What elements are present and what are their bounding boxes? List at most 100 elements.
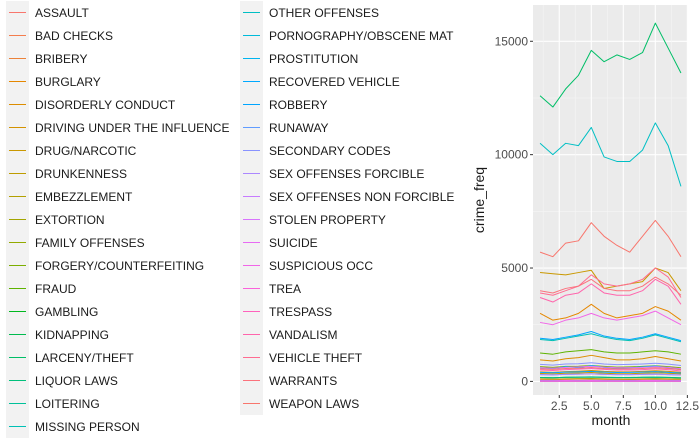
- legend-item: LIQUOR LAWS: [6, 369, 118, 392]
- legend-label: LARCENY/THEFT: [35, 351, 134, 365]
- legend-key: [240, 208, 263, 231]
- legend-item: FORGERY/COUNTERFEITING: [6, 254, 204, 277]
- legend-key: [240, 392, 263, 415]
- legend-label: LIQUOR LAWS: [35, 374, 118, 388]
- legend-key: [240, 323, 263, 346]
- legend-item: VEHICLE THEFT: [240, 346, 362, 369]
- legend-key: [240, 47, 263, 70]
- legend-label: PROSTITUTION: [269, 52, 358, 66]
- legend-key: [6, 162, 29, 185]
- legend-key: [6, 93, 29, 116]
- y-axis-title: crime_freq: [471, 167, 487, 233]
- legend-item: EXTORTION: [6, 208, 105, 231]
- legend-label: SUSPICIOUS OCC: [269, 259, 373, 273]
- legend-label: KIDNAPPING: [35, 328, 109, 342]
- legend-item: SEX OFFENSES FORCIBLE: [240, 162, 424, 185]
- legend-item: BRIBERY: [6, 47, 87, 70]
- legend-key: [6, 24, 29, 47]
- legend-item: RUNAWAY: [240, 116, 329, 139]
- legend-key: [240, 93, 263, 116]
- legend-key: [6, 369, 29, 392]
- legend-label: WARRANTS: [269, 374, 337, 388]
- y-tick-label: 0: [521, 374, 528, 388]
- legend-item: ASSAULT: [6, 1, 89, 24]
- legend-item: GAMBLING: [6, 300, 98, 323]
- legend-item: KIDNAPPING: [6, 323, 109, 346]
- legend-key: [6, 1, 29, 24]
- legend-key: [6, 70, 29, 93]
- legend-item: DRUNKENNESS: [6, 162, 127, 185]
- legend-label: DRUNKENNESS: [35, 167, 127, 181]
- legend-key: [6, 415, 29, 438]
- legend-key: [240, 231, 263, 254]
- legend-key: [240, 185, 263, 208]
- legend-label: BRIBERY: [35, 52, 87, 66]
- x-tick-label: 2.5: [551, 399, 568, 413]
- legend-key: [6, 392, 29, 415]
- legend-key: [240, 369, 263, 392]
- legend-key: [240, 70, 263, 93]
- legend-item: FAMILY OFFENSES: [6, 231, 145, 254]
- legend-key: [6, 185, 29, 208]
- x-axis-title: month: [592, 412, 631, 428]
- legend-item: PORNOGRAPHY/OBSCENE MAT: [240, 24, 453, 47]
- legend-item: DRIVING UNDER THE INFLUENCE: [6, 116, 229, 139]
- legend-label: DISORDERLY CONDUCT: [35, 98, 175, 112]
- legend-key: [6, 139, 29, 162]
- legend-key: [6, 208, 29, 231]
- legend-key: [6, 300, 29, 323]
- legend-label: VANDALISM: [269, 328, 337, 342]
- legend-item: SUSPICIOUS OCC: [240, 254, 373, 277]
- legend-key: [6, 323, 29, 346]
- legend-key: [6, 116, 29, 139]
- x-tick-label: 10.0: [644, 399, 668, 413]
- legend-label: SECONDARY CODES: [269, 144, 391, 158]
- legend-label: LOITERING: [35, 397, 100, 411]
- legend-item: OTHER OFFENSES: [240, 1, 379, 24]
- legend-label: BAD CHECKS: [35, 29, 113, 43]
- legend-key: [240, 300, 263, 323]
- legend-label: GAMBLING: [35, 305, 98, 319]
- legend-label: FAMILY OFFENSES: [35, 236, 145, 250]
- legend-key: [6, 346, 29, 369]
- legend-key: [240, 116, 263, 139]
- x-tick-label: 5.0: [583, 399, 600, 413]
- y-tick-label: 5000: [501, 261, 528, 275]
- legend-label: BURGLARY: [35, 75, 101, 89]
- x-tick-label: 7.5: [615, 399, 632, 413]
- legend-key: [6, 277, 29, 300]
- legend-label: DRUG/NARCOTIC: [35, 144, 136, 158]
- legend-key: [240, 1, 263, 24]
- legend-item: LARCENY/THEFT: [6, 346, 134, 369]
- legend-label: TRESPASS: [269, 305, 332, 319]
- legend-item: TRESPASS: [240, 300, 332, 323]
- legend-label: OTHER OFFENSES: [269, 6, 379, 20]
- legend-key: [240, 254, 263, 277]
- legend-item: VANDALISM: [240, 323, 337, 346]
- y-tick-label: 15000: [495, 34, 529, 48]
- legend-label: EMBEZZLEMENT: [35, 190, 132, 204]
- legend-item: TREA: [240, 277, 301, 300]
- legend-item: SUICIDE: [240, 231, 318, 254]
- legend-label: RECOVERED VEHICLE: [269, 75, 400, 89]
- legend-key: [240, 162, 263, 185]
- legend-item: DISORDERLY CONDUCT: [6, 93, 175, 116]
- legend-label: WEAPON LAWS: [269, 397, 359, 411]
- legend-key: [240, 277, 263, 300]
- legend-label: ROBBERY: [269, 98, 327, 112]
- x-tick-label: 12.5: [676, 399, 700, 413]
- legend-item: LOITERING: [6, 392, 100, 415]
- legend-label: VEHICLE THEFT: [269, 351, 362, 365]
- legend-item: WEAPON LAWS: [240, 392, 359, 415]
- legend-item: PROSTITUTION: [240, 47, 358, 70]
- legend-item: WARRANTS: [240, 369, 337, 392]
- legend-key: [6, 47, 29, 70]
- legend-item: SEX OFFENSES NON FORCIBLE: [240, 185, 454, 208]
- legend-label: MISSING PERSON: [35, 420, 140, 434]
- legend-item: BAD CHECKS: [6, 24, 113, 47]
- legend-key: [6, 254, 29, 277]
- legend-label: SEX OFFENSES NON FORCIBLE: [269, 190, 454, 204]
- legend-key: [6, 231, 29, 254]
- legend-item: DRUG/NARCOTIC: [6, 139, 136, 162]
- legend-label: FRAUD: [35, 282, 76, 296]
